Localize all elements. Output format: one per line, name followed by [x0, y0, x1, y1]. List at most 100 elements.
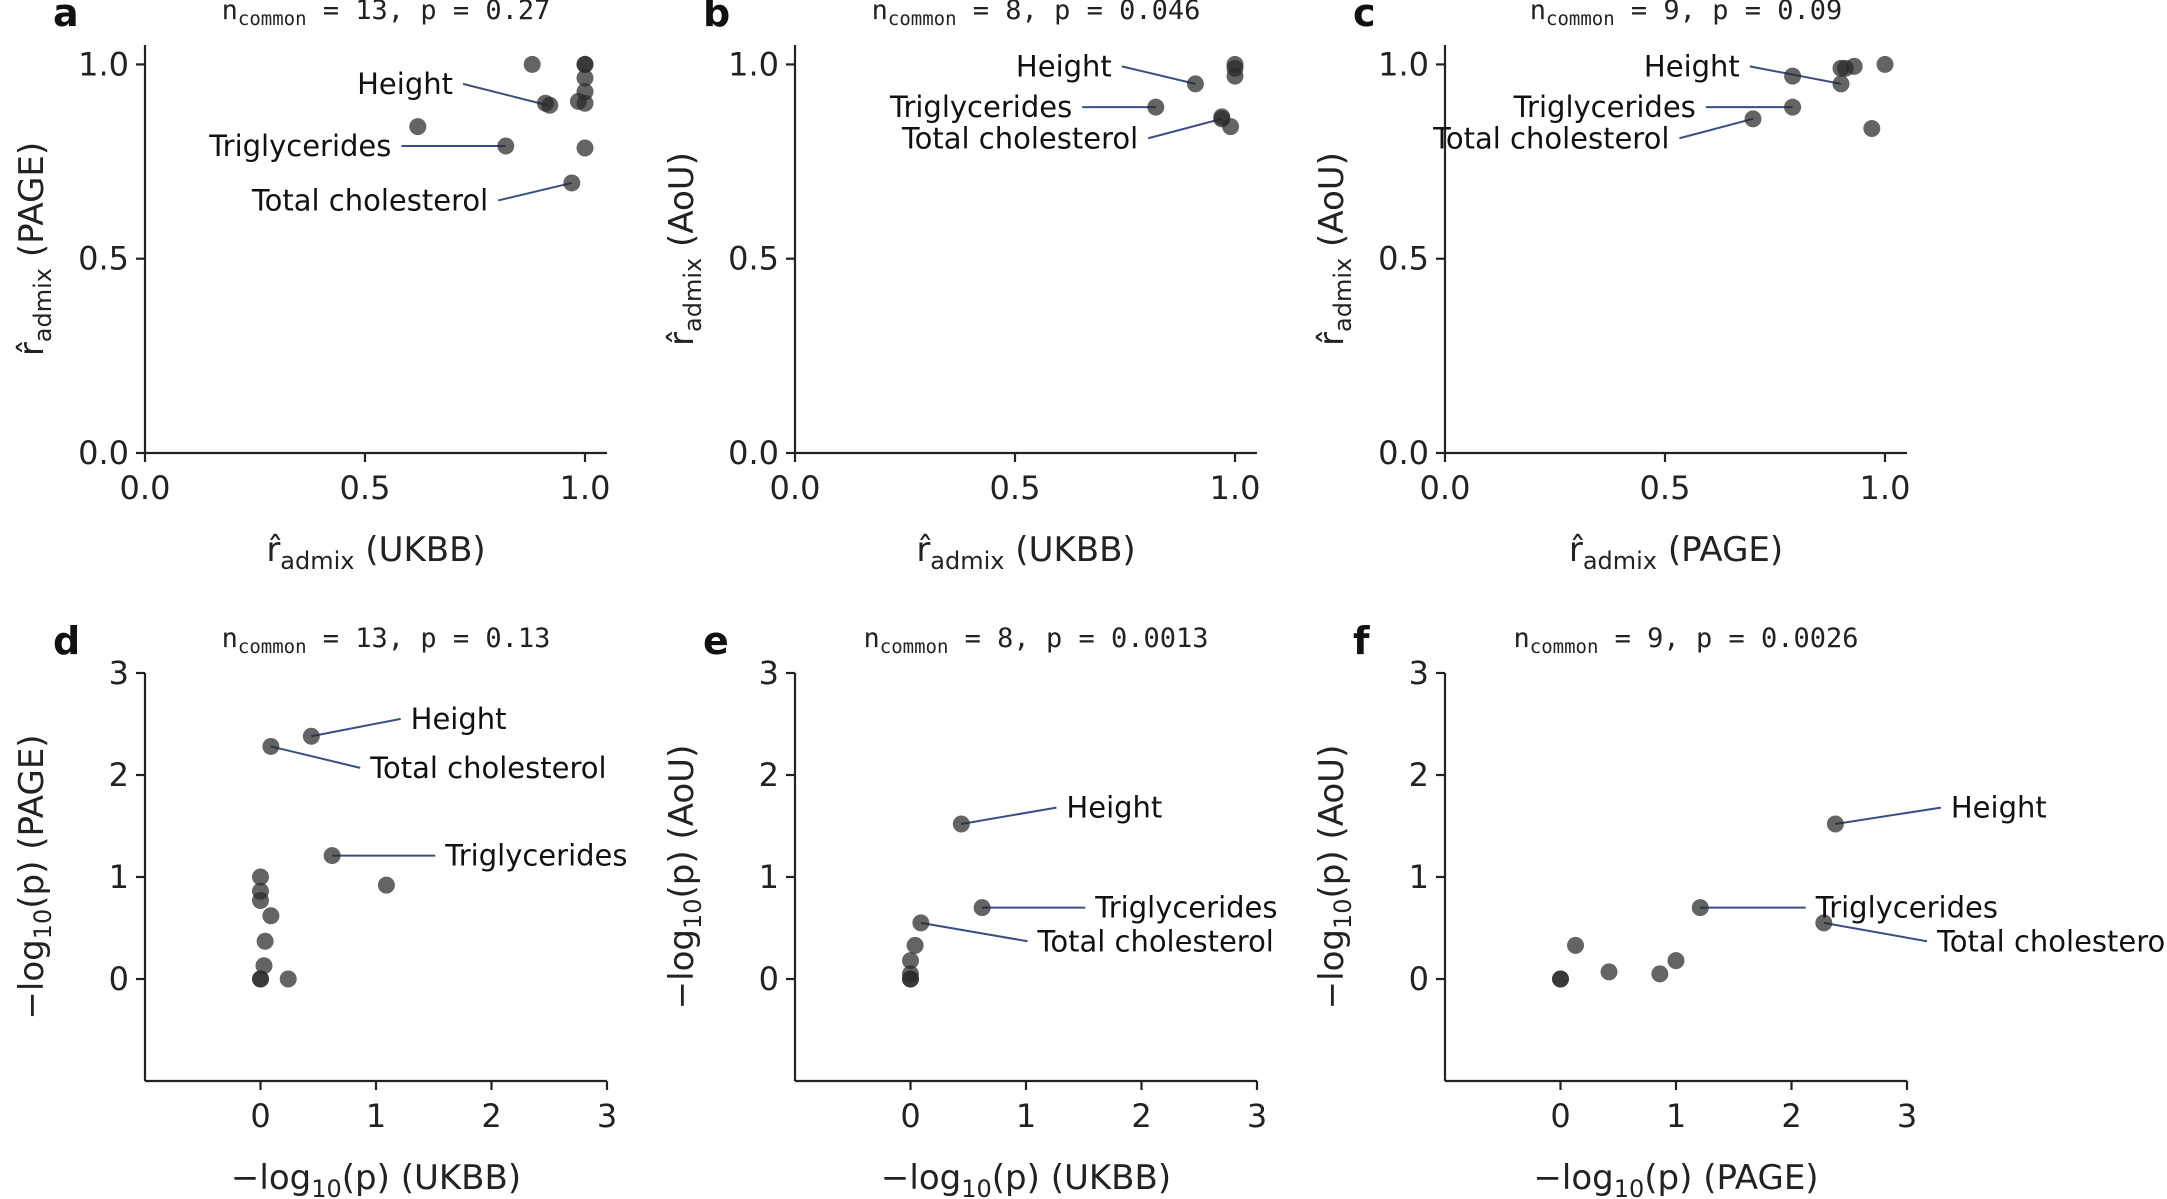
- y-tick-label: 3: [109, 654, 129, 692]
- y-tick-label: 3: [759, 654, 779, 692]
- y-tick-label: 0: [1409, 960, 1429, 998]
- annotation-leader: [311, 717, 401, 738]
- annotation-label: Height: [357, 67, 453, 101]
- panel-letter: d: [53, 619, 80, 663]
- annotation-label: Height: [1644, 49, 1740, 83]
- data-point: [1600, 963, 1618, 981]
- x-tick-label: 1: [1016, 1097, 1036, 1135]
- annotation-leader: [920, 921, 1028, 943]
- y-axis-label: −log10(p) (PAGE): [12, 734, 57, 1019]
- x-tick-label: 0: [900, 1097, 920, 1135]
- x-axis-label: −log10(p) (UKBB): [881, 1158, 1171, 1199]
- data-point: [1567, 936, 1585, 954]
- x-tick-label: 3: [1247, 1097, 1267, 1135]
- x-axis-label: r̂admix (PAGE): [1569, 530, 1783, 575]
- data-point: [1784, 67, 1802, 85]
- data-point: [377, 876, 395, 894]
- x-tick-label: 1.0: [1860, 469, 1911, 507]
- panel-letter: b: [703, 0, 730, 35]
- data-point: [906, 936, 924, 954]
- data-point: [497, 137, 515, 155]
- x-tick-label: 0.5: [1640, 469, 1691, 507]
- chart-title: ncommon = 9, p = 0.0026: [1514, 623, 1859, 658]
- x-tick-label: 0.0: [1420, 469, 1471, 507]
- annotation-label: Total cholesterol: [251, 183, 488, 217]
- annotation-leader: [270, 745, 361, 769]
- x-tick-label: 0.0: [770, 469, 821, 507]
- data-point: [256, 932, 274, 950]
- y-tick-label: 2: [1409, 756, 1429, 794]
- annotation-leader: [1679, 117, 1754, 140]
- data-point: [1213, 108, 1231, 126]
- annotation-label: Triglycerides: [1094, 891, 1277, 925]
- y-tick-label: 1: [109, 858, 129, 896]
- data-point: [252, 891, 269, 909]
- annotation-label: Total cholesterol: [1037, 924, 1274, 958]
- annotation-label: Triglycerides: [1513, 90, 1696, 124]
- annotation-label: Total cholesterol: [369, 751, 606, 785]
- data-point: [1863, 120, 1881, 138]
- annotation-label: Triglycerides: [889, 90, 1072, 124]
- annotation-label: Total cholesterol: [1936, 924, 2167, 958]
- y-tick-label: 0.5: [78, 240, 129, 278]
- chart-title: ncommon = 8, p = 0.046: [872, 0, 1201, 30]
- data-point: [1744, 110, 1762, 128]
- annotation-leader: [961, 806, 1057, 825]
- y-tick-label: 2: [109, 756, 129, 794]
- data-point: [279, 970, 297, 988]
- x-axis-label: r̂admix (UKBB): [916, 530, 1135, 575]
- data-point: [523, 55, 541, 73]
- y-axis-label: r̂admix (PAGE): [12, 142, 57, 356]
- y-tick-label: 1.0: [78, 45, 129, 83]
- panel-e: 0 1 2 3 0 1 2 3 −log10(p) (UKBB) −log10(p) (AoU) n…: [662, 619, 1277, 1199]
- y-tick-label: 0.0: [1378, 434, 1429, 472]
- data-point: [1667, 952, 1685, 970]
- data-point: [1815, 914, 1833, 932]
- data-point: [262, 737, 280, 755]
- y-tick-label: 3: [1409, 654, 1429, 692]
- data-point: [1876, 55, 1894, 73]
- x-axis-label: −log10(p) (UKBB): [231, 1158, 521, 1199]
- y-axis-label: −log10(p) (AoU): [662, 745, 707, 1010]
- panel-c: 0.0 0.5 1.0 0.0 0.5 1.0 r̂admix (PAGE) r̂admix …: [1312, 0, 1910, 575]
- data-point: [973, 899, 991, 917]
- y-tick-label: 0: [109, 960, 129, 998]
- panel-f: 0 1 2 3 0 1 2 3 −log10(p) (PAGE) −log10(p) (AoU) n…: [1312, 619, 2167, 1199]
- annotation-leader: [462, 82, 548, 107]
- x-tick-label: 3: [1897, 1097, 1917, 1135]
- data-point: [952, 815, 970, 833]
- data-point: [912, 914, 930, 932]
- x-tick-label: 2: [1781, 1097, 1801, 1135]
- data-point: [409, 118, 427, 136]
- y-tick-label: 1.0: [728, 45, 779, 83]
- panel-d: 0 1 2 3 0 1 2 3 −log10(p) (UKBB) −log10(p) (PAGE)…: [12, 619, 627, 1199]
- chart-title: ncommon = 9, p = 0.09: [1530, 0, 1842, 30]
- x-axis-label: r̂admix (UKBB): [266, 530, 485, 575]
- chart-title: ncommon = 13, p = 0.13: [222, 623, 551, 658]
- annotation-label: Total cholesterol: [901, 121, 1138, 155]
- y-tick-label: 0.0: [728, 434, 779, 472]
- annotation-label: Height: [411, 702, 507, 736]
- x-axis-label: −log10(p) (PAGE): [1533, 1158, 1818, 1199]
- data-point: [541, 96, 559, 114]
- panel-letter: f: [1353, 619, 1370, 663]
- annotation-leader: [1147, 117, 1223, 140]
- annotation-leader: [1121, 65, 1196, 85]
- y-axis-label: r̂admix (AoU): [1312, 152, 1357, 346]
- y-tick-label: 2: [759, 756, 779, 794]
- x-tick-label: 2: [481, 1097, 501, 1135]
- data-point: [1552, 970, 1569, 988]
- x-tick-label: 1: [366, 1097, 386, 1135]
- y-axis-label: r̂admix (AoU): [662, 152, 707, 346]
- data-point: [902, 970, 919, 988]
- annotation-leader: [1835, 806, 1942, 825]
- y-tick-label: 1: [1409, 858, 1429, 896]
- panel-letter: c: [1353, 0, 1376, 35]
- data-point: [1186, 75, 1204, 93]
- y-tick-label: 0: [759, 960, 779, 998]
- panel-letter: a: [53, 0, 79, 35]
- data-point: [1691, 899, 1709, 917]
- panel-a: 0.0 0.5 1.0 0.0 0.5 1.0 r̂admix (UKBB) r̂admix …: [12, 0, 610, 575]
- y-tick-label: 0.0: [78, 434, 129, 472]
